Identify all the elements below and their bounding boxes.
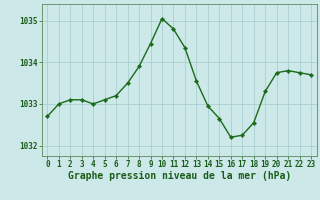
X-axis label: Graphe pression niveau de la mer (hPa): Graphe pression niveau de la mer (hPa) xyxy=(68,171,291,181)
